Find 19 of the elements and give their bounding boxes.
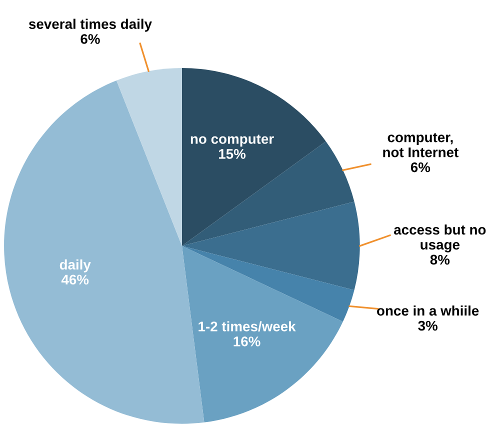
slice-label: daily: [60, 259, 91, 272]
data-label: 6%: [410, 162, 430, 172]
pie-slice: [182, 202, 360, 290]
slice-label: 1-2 times/week: [198, 321, 296, 332]
data-label: 46%: [61, 274, 89, 285]
data-label: 3%: [418, 320, 438, 331]
pie-slice: [182, 68, 326, 246]
data-label: 16%: [234, 336, 260, 346]
slice-label: once in a whiile: [377, 305, 479, 316]
pie-slice: [182, 246, 354, 322]
slice-label: several times daily: [28, 18, 152, 32]
data-label: 8%: [430, 254, 450, 265]
slice-label: access but no usage: [394, 224, 486, 252]
pie-slice: [182, 246, 343, 422]
data-label: 6%: [80, 34, 100, 44]
slice-label: no computer: [190, 134, 274, 147]
data-label: 15%: [219, 149, 246, 159]
slice-label: computer, not Internet: [383, 133, 458, 158]
pie-slice: [116, 68, 182, 246]
